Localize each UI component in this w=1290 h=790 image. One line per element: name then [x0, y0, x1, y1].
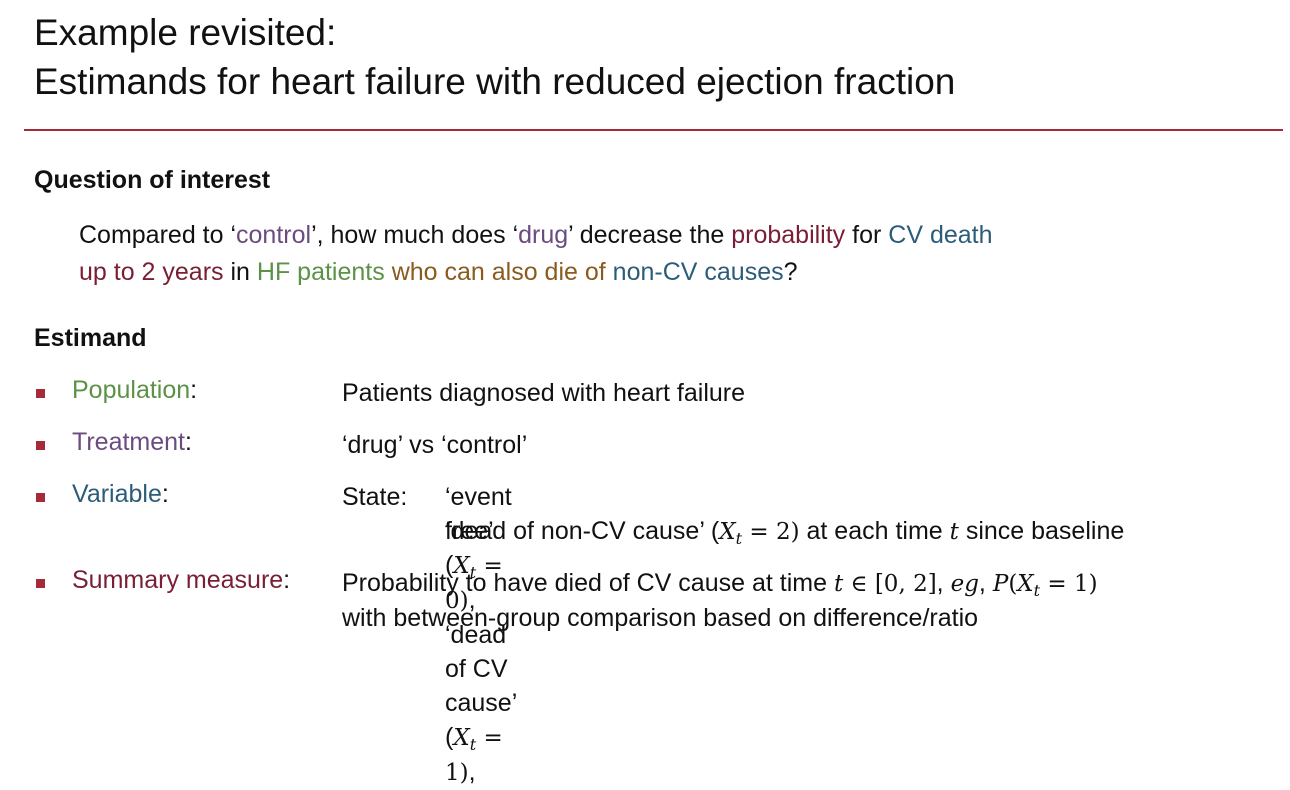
estimand-row-summary: Summary measure: Probability to have die…: [0, 566, 1290, 636]
math-expression: P(Xt = 1): [992, 571, 1098, 600]
math-expression: Xt = 0): [445, 553, 503, 614]
title-line-2: Estimands for heart failure with reduced…: [34, 61, 956, 102]
variable-text: since baseline: [958, 517, 1125, 545]
variable-line-2: ‘dead of non-CV cause’ (Xt = 2) at each …: [445, 514, 1124, 549]
question-control: control: [236, 221, 312, 249]
population-label-text: Population: [72, 376, 191, 404]
variable-value: State: ‘event free’ (Xt = 0), ‘dead of C…: [342, 480, 1124, 786]
variable-text: ‘event free’ (: [445, 483, 512, 579]
treatment-label: Treatment:: [72, 428, 192, 457]
label-colon: :: [283, 566, 291, 594]
summary-label-text: Summary measure: [72, 566, 284, 594]
bullet-marker: [36, 493, 45, 502]
variable-text: ,: [468, 758, 476, 786]
question-non-cv: non-CV causes: [612, 258, 784, 286]
math-symbol: t: [949, 519, 959, 545]
bullet-marker: [36, 441, 45, 450]
math-symbol: = 0): [445, 553, 503, 614]
summary-text: ,: [978, 569, 993, 597]
math-subscript: t: [735, 529, 743, 548]
question-text: Compared to ‘control’, how much does ‘dr…: [79, 217, 993, 291]
math-symbol: = 2): [742, 519, 800, 545]
question-fragment: ?: [783, 258, 798, 286]
math-symbol: t: [833, 571, 844, 597]
summary-text: ,: [936, 569, 951, 597]
summary-value: Probability to have died of CV cause at …: [342, 566, 1098, 635]
question-also-die: who can also die of: [391, 258, 606, 286]
math-expression: t ∈ [0, 2]: [834, 571, 937, 597]
question-fragment: in: [223, 258, 257, 286]
question-fragment: Compared to ‘: [79, 221, 237, 249]
question-probability: probability: [731, 221, 846, 249]
label-colon: :: [161, 480, 169, 508]
question-fragment: for: [845, 221, 889, 249]
state-label: State:: [342, 483, 408, 511]
treatment-label-text: Treatment: [72, 428, 186, 456]
question-fragment: ’ decrease the: [568, 221, 732, 249]
question-fragment: ’, how much does ‘: [311, 221, 519, 249]
bullet-marker: [36, 579, 45, 588]
variable-label-text: Variable: [72, 480, 162, 508]
population-value: Patients diagnosed with heart failure: [342, 379, 746, 407]
math-symbol: P: [992, 571, 1009, 597]
treatment-value: ‘drug’ vs ‘control’: [342, 431, 528, 459]
title-divider: [24, 129, 1283, 131]
math-symbol: = 1): [1040, 571, 1098, 597]
math-symbol: X: [1017, 571, 1034, 597]
label-colon: :: [185, 428, 192, 456]
math-symbol: ∈ [0, 2]: [843, 571, 937, 597]
math-subscript: t: [1033, 581, 1041, 600]
question-up-to: up to 2 years: [79, 258, 224, 286]
question-cv-death: CV death: [888, 221, 993, 249]
math-symbol: X: [719, 519, 736, 545]
estimand-heading: Estimand: [34, 324, 147, 352]
math-symbol: (: [1008, 571, 1018, 597]
math-expression: Xt = 2): [719, 519, 800, 548]
summary-label: Summary measure:: [72, 566, 290, 595]
math-symbol: eg: [950, 571, 979, 597]
title-line-1: Example revisited:: [34, 12, 337, 53]
summary-text: Probability to have died of CV cause at …: [342, 569, 834, 597]
variable-text: at each time: [799, 517, 950, 545]
math-symbol: X: [453, 553, 470, 579]
math-symbol: X: [453, 725, 470, 751]
question-heading: Question of interest: [34, 166, 271, 194]
question-hf-patients: HF patients: [256, 258, 385, 286]
label-colon: :: [190, 376, 198, 404]
math-subscript: t: [469, 563, 477, 582]
population-label: Population:: [72, 376, 197, 405]
variable-label: Variable:: [72, 480, 169, 509]
question-fragment: [385, 258, 392, 286]
bullet-marker: [36, 389, 45, 398]
estimand-row-variable: Variable: State: ‘event free’ (Xt = 0), …: [0, 480, 1290, 786]
variable-text: ‘dead of non-CV cause’ (: [445, 517, 720, 545]
slide-title: Example revisited: Estimands for heart f…: [34, 8, 955, 106]
question-drug: drug: [518, 221, 569, 249]
question-fragment: [606, 258, 613, 286]
summary-text: with between-group comparison based on d…: [342, 604, 979, 632]
